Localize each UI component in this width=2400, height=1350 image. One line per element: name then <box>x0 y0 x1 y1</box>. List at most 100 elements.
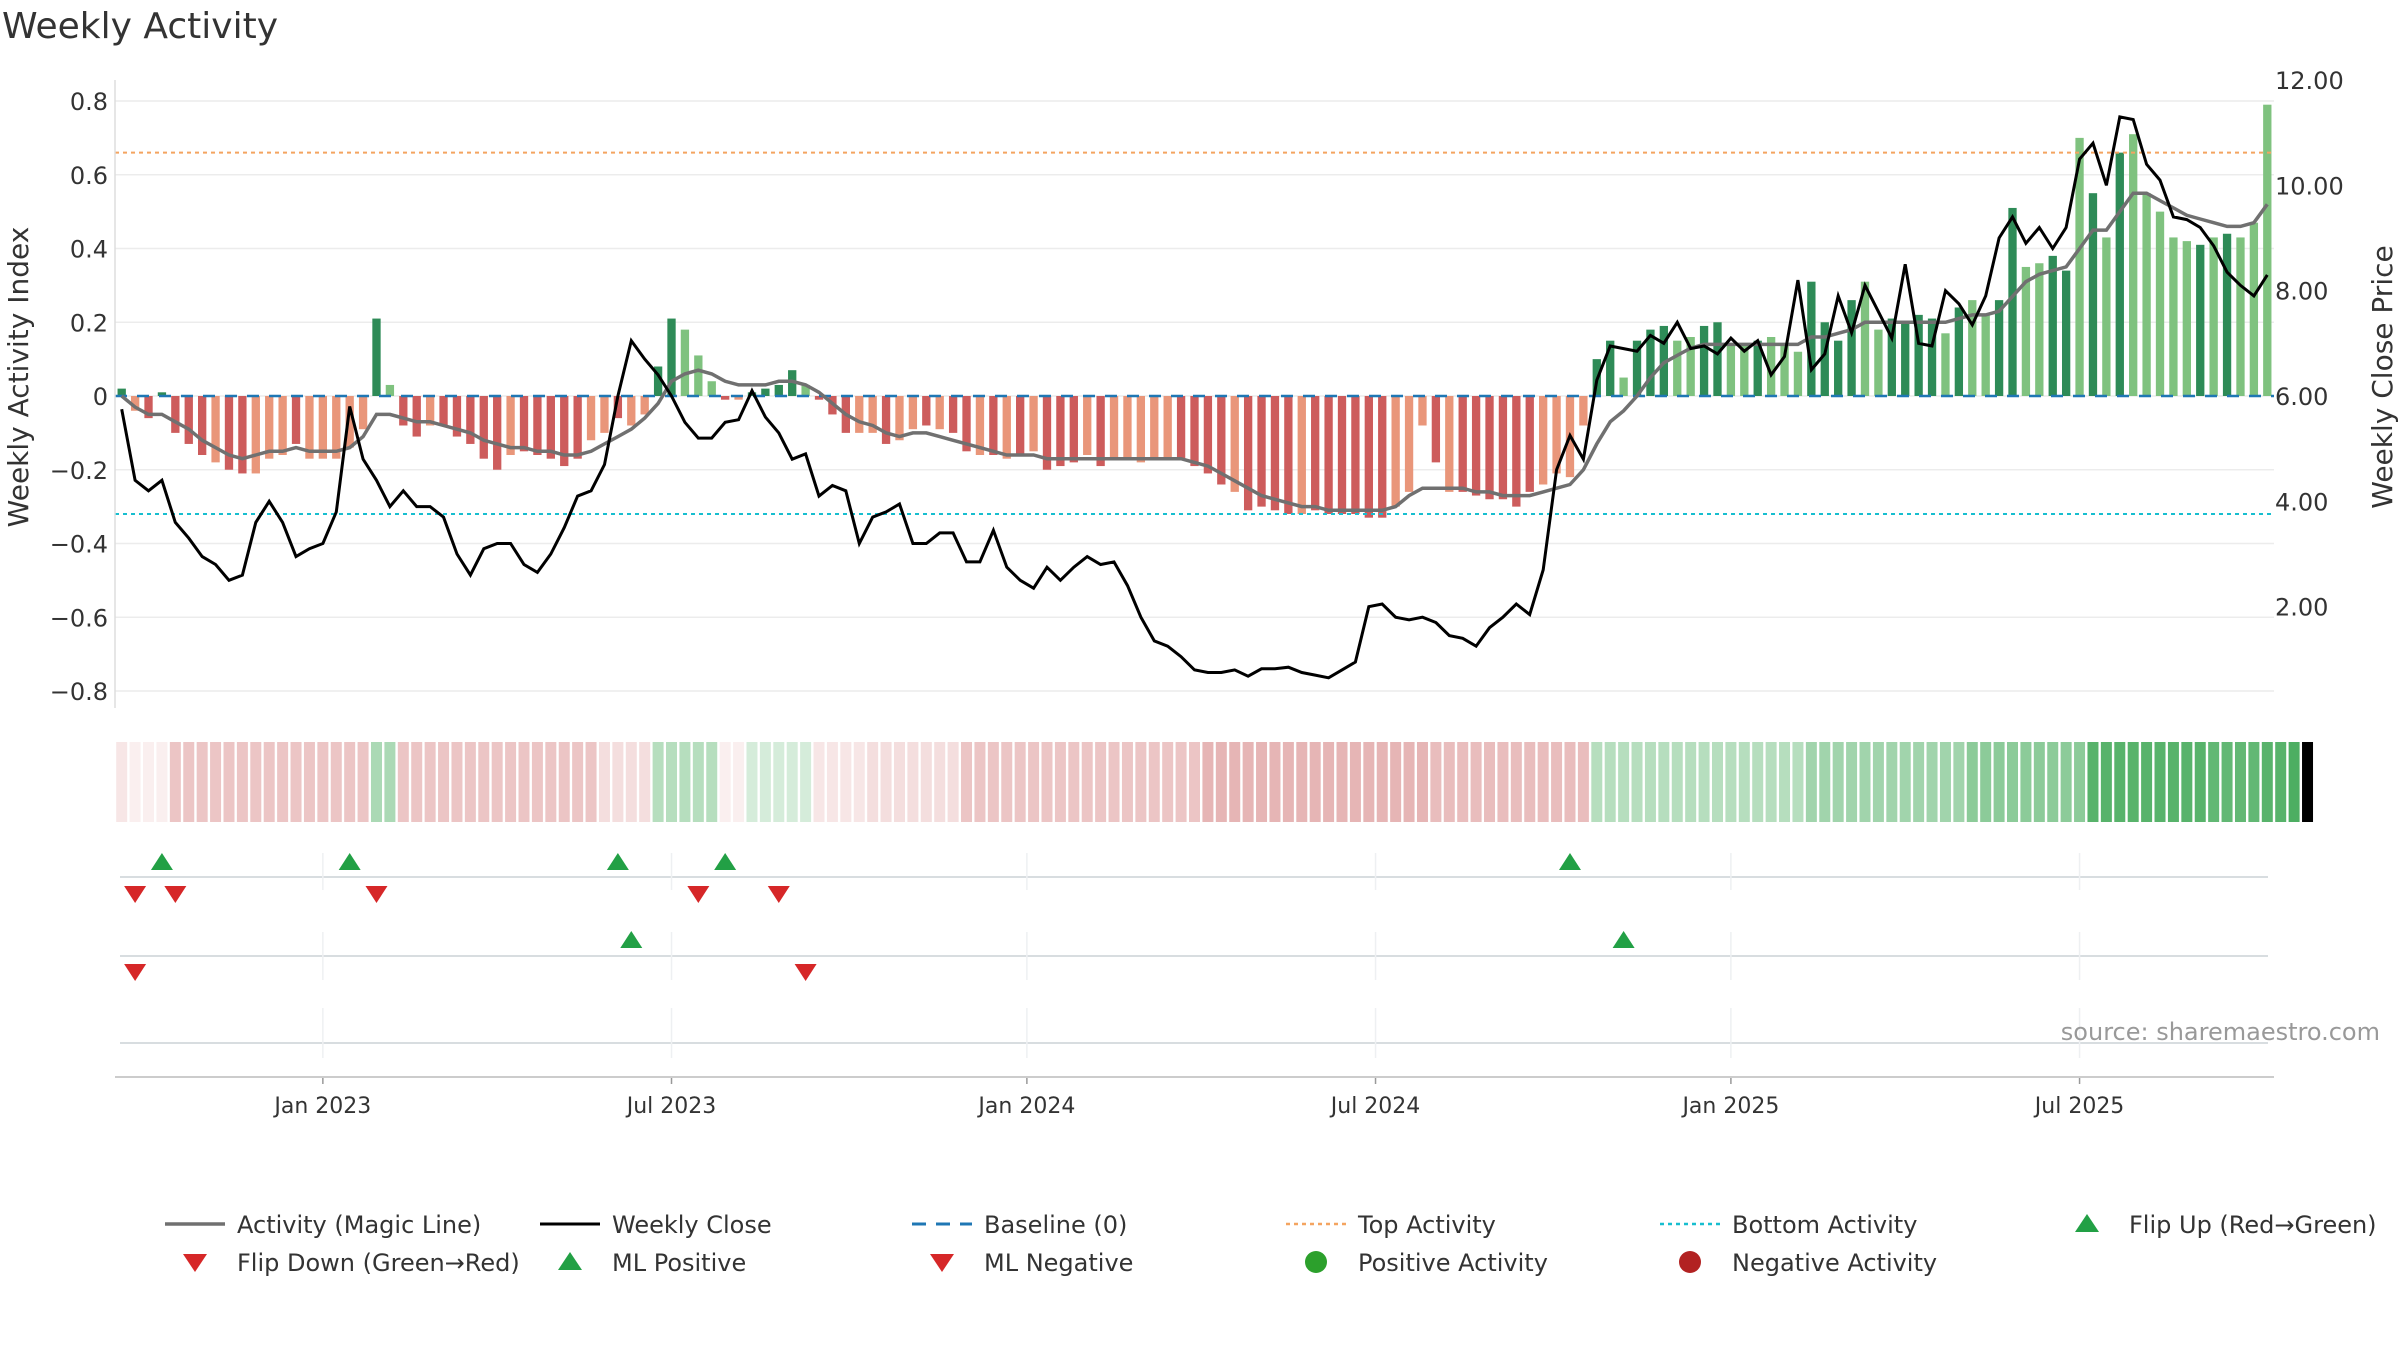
activity-bar <box>1793 351 1803 396</box>
y-tick-left-label: 0.2 <box>70 309 108 337</box>
strip-cell <box>2234 742 2246 822</box>
activity-bar <box>1230 396 1239 492</box>
activity-bar <box>171 396 180 433</box>
strip-cell <box>505 742 517 822</box>
strip-cell <box>2154 742 2166 822</box>
x-tick-label: Jul 2025 <box>2033 1094 2125 1119</box>
strip-cell <box>250 742 262 822</box>
strip-cell <box>1068 742 1080 822</box>
strip-cell <box>143 742 155 822</box>
strip-cell <box>169 742 181 822</box>
activity-bar <box>2222 233 2232 396</box>
x-tick-label: Jul 2023 <box>625 1094 717 1119</box>
activity-bar <box>1766 337 1776 396</box>
activity-bar <box>1029 396 1038 452</box>
strip-cell <box>1457 742 1469 822</box>
activity-bar <box>479 396 488 459</box>
activity-bar <box>399 396 408 426</box>
strip-cell <box>840 742 852 822</box>
strip-cell <box>1135 742 1147 822</box>
flip-down-marker <box>365 886 388 903</box>
flip-up-marker <box>606 853 629 870</box>
strip-cell <box>411 742 423 822</box>
strip-cell <box>531 742 543 822</box>
activity-bar <box>278 396 287 455</box>
activity-bar <box>613 396 623 419</box>
activity-bar <box>2048 255 2057 396</box>
activity-bar <box>881 396 891 444</box>
strip-cell <box>652 742 664 822</box>
strip-cell <box>1765 742 1777 822</box>
activity-bar <box>1847 300 1856 396</box>
activity-bar <box>1968 300 1977 396</box>
y-tick-left-label: −0.6 <box>50 604 108 632</box>
activity-bar <box>372 318 381 396</box>
activity-bar <box>184 396 193 444</box>
activity-bar <box>1740 344 1749 396</box>
strip-cell <box>2248 742 2260 822</box>
strip-cell <box>451 742 463 822</box>
legend-item: Bottom Activity <box>1660 1211 1917 1239</box>
strip-cell <box>370 742 382 822</box>
activity-bar <box>2209 237 2218 396</box>
activity-bar <box>1324 396 1333 514</box>
activity-bar <box>600 396 609 433</box>
ml-negative-marker <box>794 964 817 981</box>
legend-swatch <box>1305 1251 1327 1273</box>
strip-cell <box>961 742 973 822</box>
y-tick-right-label: 2.00 <box>2275 594 2328 622</box>
activity-bar <box>144 396 153 419</box>
activity-bar <box>358 396 368 430</box>
activity-bar <box>1834 340 1843 396</box>
legend-swatch <box>930 1254 954 1272</box>
strip-cell <box>920 742 932 822</box>
activity-bar <box>2196 244 2205 396</box>
strip-cell <box>1618 742 1630 822</box>
activity-bar <box>774 384 783 396</box>
activity-bar <box>948 396 958 433</box>
strip-cell <box>491 742 503 822</box>
strip-cell <box>639 742 651 822</box>
legend-item: Top Activity <box>1286 1211 1496 1239</box>
strip-cell <box>1323 742 1335 822</box>
activity-bar <box>586 396 596 441</box>
activity-bar <box>1217 396 1226 485</box>
activity-bar <box>1136 396 1146 463</box>
legend-item: Activity (Magic Line) <box>165 1211 481 1239</box>
activity-bar <box>801 384 810 396</box>
strip-cell <box>1416 742 1428 822</box>
strip-cell <box>786 742 798 822</box>
activity-bar <box>1042 396 1052 470</box>
x-tick-label: Jul 2024 <box>1329 1094 1421 1119</box>
activity-bar <box>1404 396 1414 492</box>
strip-cell <box>1202 742 1214 822</box>
strip-cell <box>2047 742 2059 822</box>
activity-bar <box>1109 396 1119 459</box>
strip-cell <box>2221 742 2233 822</box>
strip-cell <box>585 742 597 822</box>
legend-label: Activity (Magic Line) <box>237 1211 481 1239</box>
strip-cell <box>1725 742 1737 822</box>
activity-bar <box>814 396 824 400</box>
strip-cell <box>1349 742 1361 822</box>
strip-cell <box>357 742 369 822</box>
axes: Weekly Activity Index Weekly Close Price… <box>2 67 2399 1119</box>
legend-item: Positive Activity <box>1305 1249 1548 1277</box>
ml-positive-marker <box>620 931 643 948</box>
activity-bar <box>962 396 971 452</box>
strip-cell <box>1524 742 1536 822</box>
strip-cell <box>746 742 758 822</box>
strip-cell <box>290 742 302 822</box>
strip-cell <box>666 742 678 822</box>
strip-cell <box>223 742 235 822</box>
strip-cell <box>1269 742 1281 822</box>
strip-cell <box>1242 742 1254 822</box>
strip-cell <box>129 742 141 822</box>
activity-bars <box>117 104 2272 518</box>
y-tick-left-label: 0.6 <box>70 162 108 190</box>
legend-label: Bottom Activity <box>1732 1211 1917 1239</box>
strip-cell <box>2208 742 2220 822</box>
activity-bar <box>908 396 918 430</box>
strip-cell <box>1537 742 1549 822</box>
strip-cell <box>116 742 128 822</box>
